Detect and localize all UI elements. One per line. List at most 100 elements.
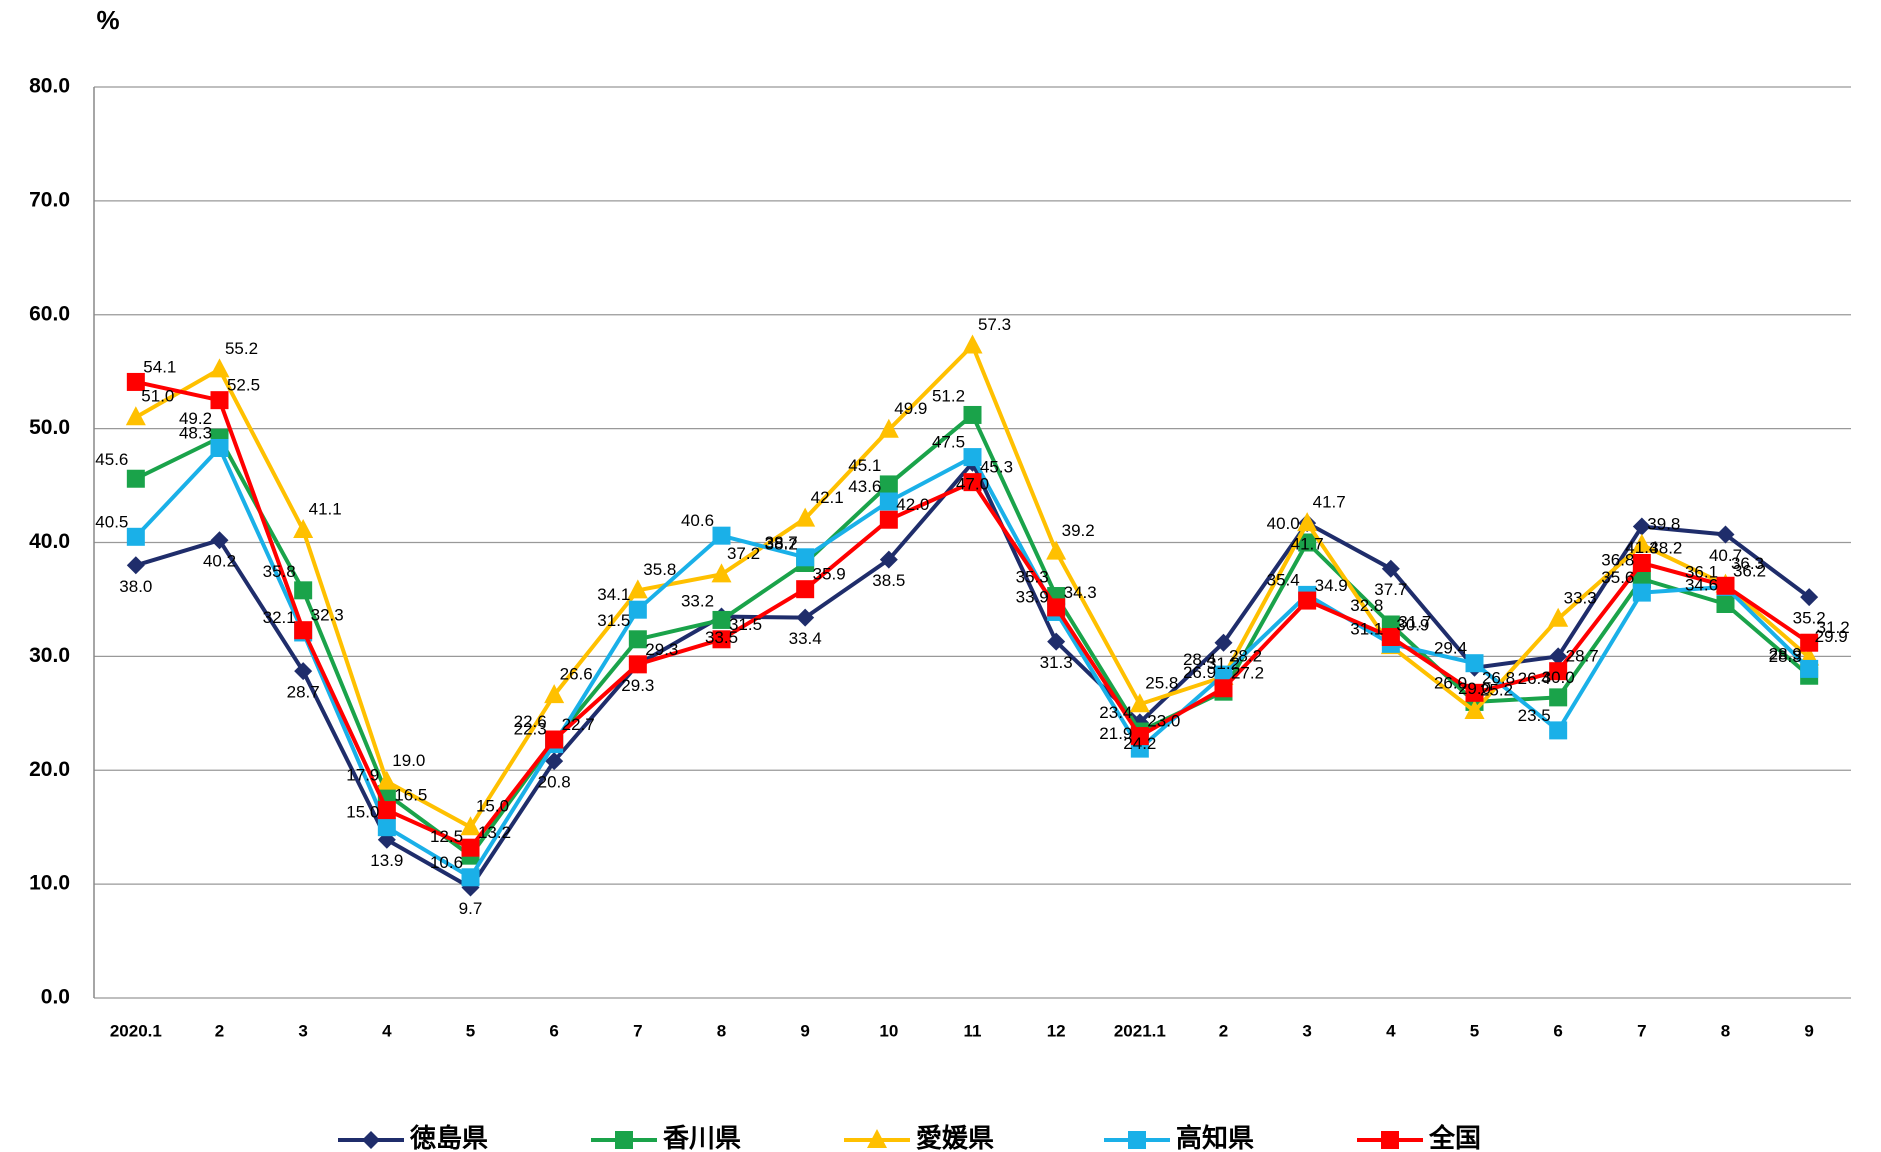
- marker: [879, 550, 898, 569]
- marker: [1800, 659, 1819, 678]
- data-label: 33.3: [1564, 588, 1597, 607]
- marker: [1214, 633, 1233, 652]
- data-label: 39.2: [1062, 521, 1095, 540]
- data-label: 31.5: [597, 611, 630, 630]
- data-label: 41.1: [309, 499, 342, 518]
- data-label: 29.3: [621, 676, 654, 695]
- y-tick-label: 60.0: [29, 302, 70, 325]
- marker: [867, 1129, 887, 1148]
- marker: [1047, 632, 1066, 651]
- marker: [879, 492, 898, 511]
- marker: [963, 448, 982, 467]
- marker: [962, 334, 983, 354]
- data-label: 23.4: [1099, 703, 1132, 722]
- y-tick-label: 20.0: [29, 758, 70, 781]
- data-label: 13.2: [478, 823, 511, 842]
- data-label: 26.0: [1434, 673, 1467, 692]
- marker: [1549, 688, 1568, 707]
- marker: [1549, 647, 1568, 666]
- data-label: 45.1: [848, 456, 881, 475]
- data-label: 45.3: [980, 458, 1013, 477]
- x-tick-label: 8: [717, 1021, 726, 1040]
- data-label: 32.8: [1350, 596, 1383, 615]
- data-label: 27.2: [1231, 664, 1264, 683]
- marker: [293, 518, 314, 538]
- data-label: 22.6: [514, 712, 547, 731]
- data-label: 22.7: [562, 715, 595, 734]
- data-label: 33.9: [1016, 587, 1049, 606]
- marker: [210, 531, 229, 550]
- legend-label: 香川県: [663, 1123, 741, 1152]
- data-label: 31.1: [1350, 619, 1383, 638]
- data-label: 47.0: [956, 474, 989, 493]
- marker: [545, 752, 564, 771]
- marker: [376, 770, 397, 790]
- x-tick-label: 5: [1470, 1021, 1479, 1040]
- marker: [627, 579, 648, 599]
- data-label: 48.3: [179, 423, 212, 442]
- marker: [126, 556, 145, 575]
- marker: [1465, 683, 1484, 702]
- x-tick-label: 11: [964, 1021, 982, 1040]
- x-tick-label: 4: [1386, 1021, 1396, 1040]
- marker: [1716, 594, 1735, 613]
- marker: [460, 816, 481, 836]
- marker: [963, 405, 982, 424]
- marker: [878, 418, 899, 438]
- y-tick-label: 10.0: [29, 872, 70, 895]
- marker: [879, 475, 898, 494]
- data-label: 24.2: [1123, 734, 1156, 753]
- data-label: 34.9: [1315, 576, 1348, 595]
- marker: [615, 1131, 633, 1149]
- y-tick-label: 40.0: [29, 530, 70, 553]
- data-label: 41.4: [1625, 538, 1658, 557]
- data-label: 38.2: [1649, 538, 1682, 557]
- data-label: 33.5: [705, 628, 738, 647]
- marker: [1632, 569, 1651, 588]
- legend-label: 徳島県: [409, 1123, 488, 1152]
- marker: [1632, 553, 1651, 572]
- y-axis-label: %: [96, 5, 119, 35]
- data-label: 35.8: [643, 560, 676, 579]
- data-label: 23.5: [1518, 706, 1551, 725]
- data-label: 39.8: [1647, 514, 1680, 533]
- data-label: 40.6: [681, 511, 714, 530]
- data-label: 25.2: [1480, 681, 1513, 700]
- data-label: 34.6: [1685, 575, 1718, 594]
- marker: [712, 610, 731, 629]
- marker: [628, 655, 647, 674]
- data-label: 15.0: [346, 803, 379, 822]
- data-label: 26.6: [560, 665, 593, 684]
- marker: [1465, 654, 1484, 673]
- x-tick-label: 6: [549, 1021, 558, 1040]
- data-label: 40.2: [203, 552, 236, 571]
- data-label: 41.7: [1291, 535, 1324, 554]
- x-tick-label: 6: [1553, 1021, 1562, 1040]
- marker: [1716, 576, 1735, 595]
- data-label: 43.6: [848, 477, 881, 496]
- data-label: 29.0: [1458, 679, 1491, 698]
- data-label: 23.0: [1147, 712, 1180, 731]
- marker: [377, 801, 396, 820]
- data-label: 21.9: [1099, 724, 1132, 743]
- data-label: 13.9: [370, 851, 403, 870]
- data-label: 54.1: [143, 357, 176, 376]
- data-label: 9.7: [459, 899, 483, 918]
- marker: [294, 662, 313, 681]
- marker: [461, 838, 480, 857]
- marker: [210, 438, 229, 457]
- marker: [1632, 583, 1651, 602]
- data-label: 33.4: [789, 629, 822, 648]
- marker: [963, 473, 982, 492]
- y-tick-label: 70.0: [29, 188, 70, 211]
- data-label: 38.2: [765, 534, 798, 553]
- data-label: 35.2: [1793, 609, 1826, 628]
- data-label: 15.0: [476, 797, 509, 816]
- data-label: 19.0: [392, 751, 425, 770]
- x-tick-label: 7: [633, 1021, 642, 1040]
- data-label: 37.2: [727, 544, 760, 563]
- marker: [796, 580, 815, 599]
- data-label: 31.5: [729, 615, 762, 634]
- x-tick-label: 2: [215, 1021, 224, 1040]
- data-label: 45.6: [95, 450, 128, 469]
